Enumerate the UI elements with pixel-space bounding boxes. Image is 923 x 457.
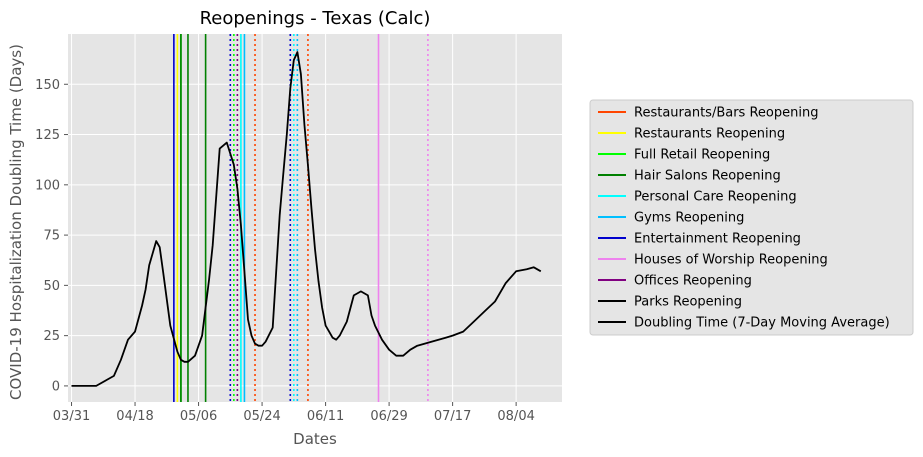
legend-entry: Restaurants/Bars Reopening <box>598 106 818 121</box>
legend-label: Doubling Time (7-Day Moving Average) <box>634 316 890 331</box>
legend-label: Restaurants Reopening <box>634 127 785 142</box>
chart-title: Reopenings - Texas (Calc) <box>200 8 431 29</box>
legend: Restaurants/Bars Reopening Restaurants Re… <box>589 99 914 336</box>
x-tick-label: 04/18 <box>116 409 153 424</box>
plot-area <box>68 34 562 402</box>
x-tick-label: 06/11 <box>307 409 344 424</box>
y-tick-label: 125 <box>35 128 60 143</box>
x-tick-label: 08/04 <box>497 409 534 424</box>
x-tick-label: 07/17 <box>434 409 471 424</box>
legend-entry: Offices Reopening <box>598 274 752 289</box>
x-tick-label: 05/24 <box>243 409 280 424</box>
legend-label: Offices Reopening <box>634 274 752 289</box>
legend-entry: Restaurants Reopening <box>598 127 785 142</box>
y-axis-ticks: 0 25 50 75 100 125 150 <box>35 78 68 394</box>
y-tick-label: 50 <box>43 279 60 294</box>
legend-entry: Gyms Reopening <box>598 211 744 226</box>
legend-entry: Personal Care Reopening <box>598 190 797 205</box>
legend-label: Hair Salons Reopening <box>634 169 781 184</box>
legend-entry: Doubling Time (7-Day Moving Average) <box>598 316 890 331</box>
series-layer <box>71 51 542 387</box>
doubling-time-line <box>71 51 542 387</box>
y-tick-label: 150 <box>35 78 60 93</box>
legend-entry: Entertainment Reopening <box>598 232 801 247</box>
x-tick-label: 06/29 <box>370 409 407 424</box>
legend-entry: Full Retail Reopening <box>598 148 770 163</box>
legend-label: Personal Care Reopening <box>634 190 797 205</box>
y-tick-label: 75 <box>43 229 60 244</box>
y-tick-label: 25 <box>43 329 60 344</box>
legend-entry: Hair Salons Reopening <box>598 169 781 184</box>
legend-entry: Houses of Worship Reopening <box>598 253 828 268</box>
y-axis-label: COVID-19 Hospitalization Doubling Time (… <box>7 44 25 400</box>
x-axis-label: Dates <box>293 430 337 448</box>
legend-label: Parks Reopening <box>634 295 742 310</box>
legend-label: Full Retail Reopening <box>634 148 770 163</box>
legend-items: Restaurants/Bars Reopening Restaurants Re… <box>598 106 890 331</box>
x-tick-label: 05/06 <box>180 409 217 424</box>
legend-entry: Parks Reopening <box>598 295 742 310</box>
legend-box <box>589 99 914 336</box>
legend-label: Houses of Worship Reopening <box>634 253 828 268</box>
y-tick-label: 0 <box>52 379 60 394</box>
y-tick-label: 100 <box>35 178 60 193</box>
legend-label: Gyms Reopening <box>634 211 744 226</box>
grid-layer <box>68 34 562 402</box>
x-tick-label: 03/31 <box>53 409 90 424</box>
reopening-lines <box>173 34 429 402</box>
legend-label: Entertainment Reopening <box>634 232 801 247</box>
legend-label: Restaurants/Bars Reopening <box>634 106 818 121</box>
x-axis-ticks: 03/31 04/18 05/06 05/24 06/11 06/29 07/17 08/04 <box>53 402 535 424</box>
